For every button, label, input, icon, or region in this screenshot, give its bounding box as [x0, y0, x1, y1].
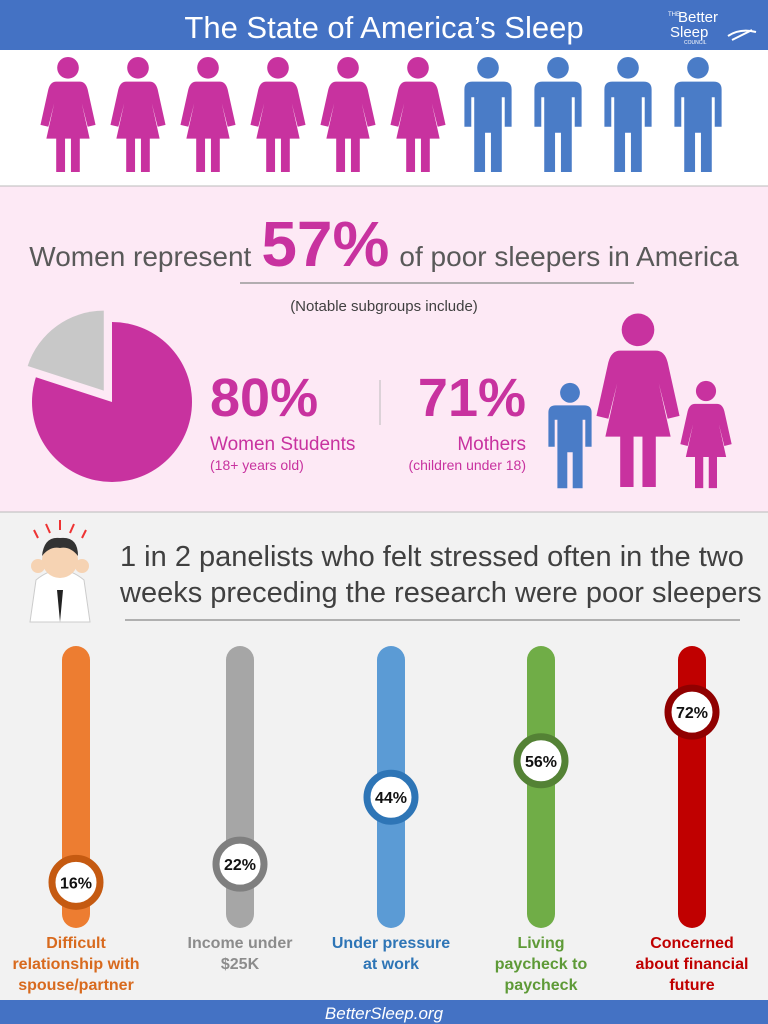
bar-label: at work — [363, 956, 419, 973]
value-marker — [664, 684, 720, 740]
value-label: 72% — [676, 705, 708, 722]
header-bar — [0, 0, 768, 50]
pie — [27, 310, 192, 483]
headline-value: 57% — [261, 208, 389, 280]
headline-before: Women represent — [29, 241, 251, 272]
value-marker — [513, 733, 569, 789]
mothers-value: 71% — [418, 368, 526, 428]
stress-headline: 1 in 2 panelists who felt stressed often… — [120, 541, 744, 573]
title: The State of America’s Sleep — [184, 10, 583, 45]
note: (Notable subgroups include) — [290, 298, 478, 315]
logo-council: COUNCIL — [684, 40, 707, 46]
logo-mark — [727, 29, 757, 41]
headline-after: of poor sleepers in America — [399, 241, 739, 272]
bar-label: paycheck — [505, 977, 578, 994]
students-detail: (18+ years old) — [210, 457, 304, 473]
logo-the: THE — [668, 12, 680, 18]
stressed-person-icon — [29, 520, 91, 623]
value-label: 44% — [375, 790, 407, 807]
value-label: 16% — [60, 875, 92, 892]
bar-label: Difficult — [46, 935, 106, 952]
pie-share — [31, 322, 192, 483]
bar-label: spouse/partner — [18, 977, 134, 994]
bar-label: Living — [517, 935, 564, 952]
value-marker — [212, 836, 268, 892]
bar-label: about financial — [636, 956, 749, 973]
bars: 16% Difficult relationship with spouse/part… — [12, 646, 748, 994]
mothers-name: Mothers — [457, 434, 526, 455]
value-marker — [48, 854, 104, 910]
bar-label: Income under — [188, 935, 293, 952]
bar-label: Under pressure — [332, 935, 450, 952]
logo-better: Better — [678, 9, 718, 26]
bar-label: Concerned — [650, 935, 734, 952]
students-name: Women Students — [210, 434, 355, 455]
women-headline: Women represent 57% of poor sleepers in Am… — [29, 208, 739, 280]
value-marker — [363, 769, 419, 825]
bar-label: relationship with — [12, 956, 139, 973]
bar-label: $25K — [221, 956, 260, 973]
value-label: 22% — [224, 857, 256, 874]
stress-headline: weeks preceding the research were poor s… — [119, 577, 762, 609]
bar-label: future — [669, 977, 714, 994]
footer: BetterSleep.org — [325, 1004, 444, 1023]
logo-sleep: Sleep — [670, 24, 708, 41]
footer-bar — [0, 1000, 768, 1024]
pie-rest — [27, 310, 104, 391]
bar-label: paycheck to — [495, 956, 588, 973]
value-label: 56% — [525, 754, 557, 771]
mothers-detail: (children under 18) — [408, 457, 526, 473]
students-value: 80% — [210, 368, 318, 428]
